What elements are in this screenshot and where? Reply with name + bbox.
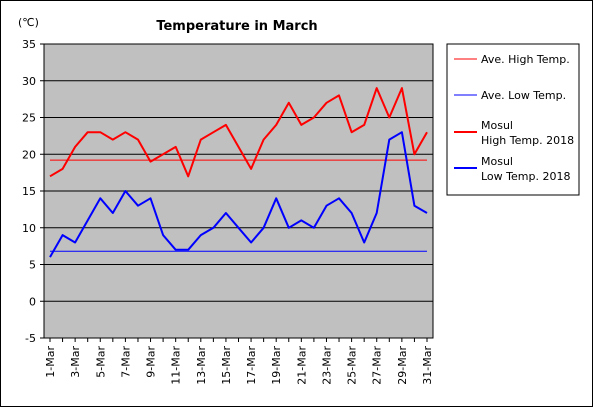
series-line-4: [49, 131, 428, 258]
y-tick-label: 15: [22, 185, 36, 198]
y-tick-label: 35: [22, 38, 36, 51]
chart-title: Temperature in March: [156, 19, 317, 34]
x-tick-label: 25-Mar: [346, 346, 359, 385]
legend-label: High Temp. 2018: [481, 134, 574, 147]
x-tick-label: 3-Mar: [69, 346, 82, 378]
x-tick-label: 29-Mar: [396, 346, 409, 385]
x-tick-label: 31-Mar: [421, 346, 434, 385]
y-tick-label: -5: [25, 332, 36, 345]
x-tick-label: 11-Mar: [170, 346, 183, 385]
x-tick-label: 9-Mar: [145, 346, 158, 378]
legend-box: [446, 43, 580, 196]
y-tick-label: 10: [22, 222, 36, 235]
y-tick-label: 0: [29, 295, 36, 308]
x-tick-label: 17-Mar: [245, 346, 258, 385]
x-tick-label: 15-Mar: [220, 346, 233, 385]
y-axis-unit-label: (℃): [18, 16, 39, 29]
y-tick-label: 25: [22, 112, 36, 125]
legend-label: Low Temp. 2018: [481, 170, 570, 183]
x-tick-label: 13-Mar: [195, 346, 208, 385]
legend-label: Mosul: [481, 119, 513, 132]
series-line-3: [49, 87, 428, 178]
legend-label: Mosul: [481, 155, 513, 168]
x-tick-label: 21-Mar: [295, 346, 308, 385]
x-tick-label: 19-Mar: [270, 346, 283, 385]
x-tick-label: 23-Mar: [320, 346, 333, 385]
y-tick-label: 30: [22, 75, 36, 88]
y-tick-label: 20: [22, 148, 36, 161]
x-tick-label: 27-Mar: [371, 346, 384, 385]
legend-label: Ave. High Temp.: [481, 53, 570, 66]
x-tick-label: 5-Mar: [94, 346, 107, 378]
x-axis-ticks: 1-Mar 3-Mar 5-Mar 7-Mar 9-Mar 11-Mar 13-Mar 15-…: [44, 338, 434, 385]
y-tick-label: 5: [29, 259, 36, 272]
x-tick-label: 7-Mar: [119, 346, 132, 378]
series-lines: [49, 87, 428, 258]
x-tick-label: 1-Mar: [44, 346, 57, 378]
legend: Ave. High Temp. Ave. Low Temp. Mosul High T…: [454, 53, 574, 183]
y-axis-ticks: 35 30 25 20 15 10 5 0 -5: [22, 38, 44, 345]
legend-label: Ave. Low Temp.: [481, 89, 566, 102]
